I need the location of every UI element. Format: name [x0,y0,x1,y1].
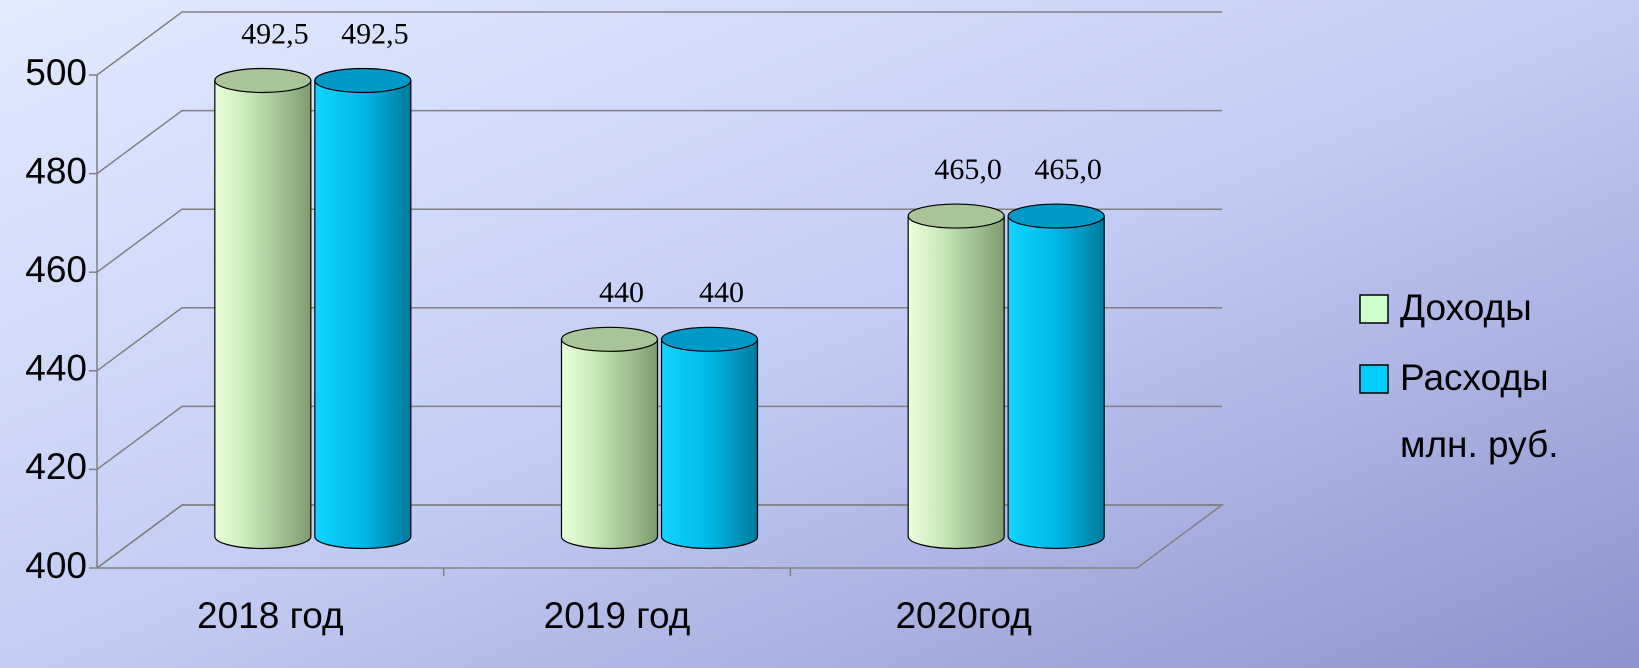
cylinder [907,215,1005,550]
legend-swatch [1359,364,1389,394]
unit-label: млн. руб. [1400,424,1559,465]
x-tick-label: 2019 год [544,595,691,636]
grid-line [96,208,1222,273]
value-label: 440 [599,276,644,309]
grid-line [96,109,1222,175]
cylinder [214,79,312,550]
cylinder-top [214,67,312,94]
cylinder [560,338,659,550]
y-tick-label: 440 [25,348,87,389]
x-tick-label: 2018 год [197,595,344,636]
y-tick-label: 460 [25,249,87,290]
grid-line [96,11,1222,76]
y-tick-label: 480 [25,150,87,191]
grid-line [96,504,1222,569]
legend-label: Расходы [1400,357,1549,398]
value-label: 492,5 [241,17,309,50]
cylinder-top [560,326,659,352]
x-tick-label: 2020год [895,595,1031,636]
grid-line [96,405,1222,471]
cylinder-top [660,326,759,352]
value-label: 465,0 [934,153,1002,186]
value-label: 492,5 [341,17,409,50]
value-label: 465,0 [1034,153,1102,186]
y-tick-label: 400 [25,545,87,586]
y-tick-label: 500 [25,52,87,93]
cylinder [314,79,412,550]
cylinder [660,338,759,550]
grid-line [96,307,1222,372]
cylinder-top [1007,203,1105,229]
legend-label: Доходы [1400,287,1532,328]
cylinder-top [314,67,412,94]
legend-swatch [1359,294,1389,324]
cylinder-top [907,203,1005,229]
value-label: 440 [699,276,744,309]
y-tick-label: 420 [25,446,87,487]
cylinder [1007,215,1105,550]
